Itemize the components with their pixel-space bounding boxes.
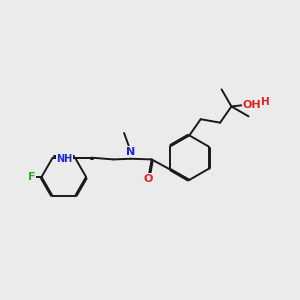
Text: NH: NH [56, 154, 72, 164]
Text: N: N [126, 146, 135, 157]
Text: OH: OH [243, 100, 261, 110]
Text: F: F [28, 172, 35, 182]
Text: O: O [144, 174, 153, 184]
Text: H: H [261, 97, 270, 107]
